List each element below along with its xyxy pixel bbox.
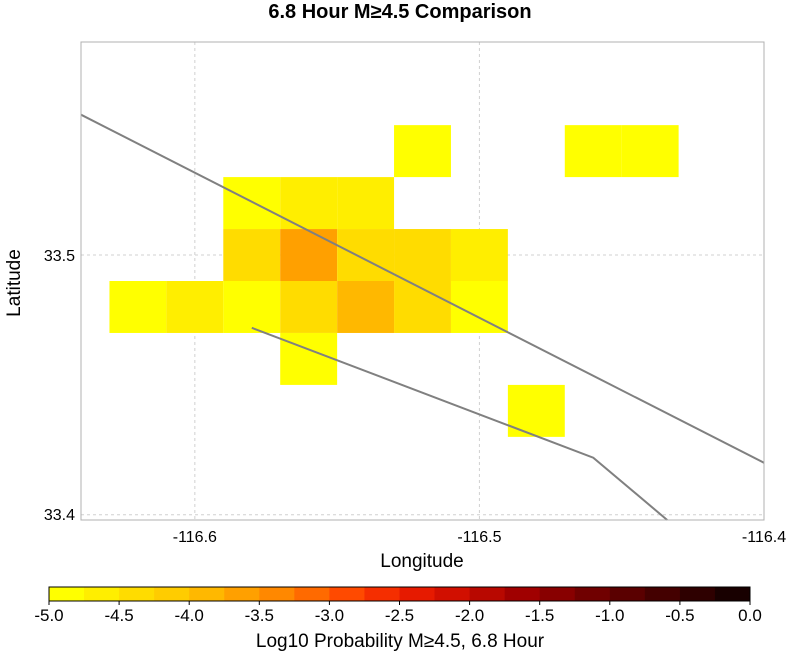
colorbar-swatch bbox=[644, 587, 681, 601]
heatmap-cells bbox=[109, 125, 679, 437]
heatmap-cell bbox=[621, 125, 679, 178]
y-tick-label: 33.5 bbox=[44, 248, 75, 265]
heatmap-cell bbox=[280, 281, 338, 333]
heatmap-cell bbox=[223, 177, 281, 230]
heatmap-cell bbox=[166, 281, 224, 333]
y-tick-label: 33.4 bbox=[44, 507, 75, 524]
heatmap-cell bbox=[337, 177, 395, 230]
colorbar-label: Log10 Probability M≥4.5, 6.8 Hour bbox=[256, 631, 545, 652]
x-tick-label: -116.6 bbox=[173, 529, 217, 546]
colorbar-swatch bbox=[329, 587, 365, 601]
colorbar-ticks: -5.0 -4.5 -4.0 -3.5 -3.0 -2.5 -2.0 -1.5 -1.0 -0.5… bbox=[34, 601, 762, 625]
heatmap-cell bbox=[223, 281, 281, 333]
heatmap-cell bbox=[394, 229, 451, 281]
y-tick-labels: 33.5 33.4 bbox=[44, 248, 75, 524]
colorbar-swatch bbox=[504, 587, 541, 601]
colorbar-swatch bbox=[189, 587, 225, 601]
heatmap-cell bbox=[280, 229, 338, 281]
colorbar-swatch bbox=[714, 587, 751, 601]
colorbar-tick-label: -2.5 bbox=[385, 606, 414, 625]
y-axis-label: Latitude bbox=[4, 249, 25, 317]
colorbar-swatch bbox=[119, 587, 155, 601]
colorbar-swatch bbox=[609, 587, 646, 601]
colorbar-tick-label: -1.5 bbox=[525, 606, 554, 625]
colorbar-tick-label: -2.0 bbox=[455, 606, 484, 625]
heatmap-cell bbox=[337, 229, 395, 281]
colorbar-swatch bbox=[154, 587, 190, 601]
fault-line bbox=[251, 326, 668, 521]
plot-area: -116.6 -116.5 -116.4 33.5 33.4 bbox=[44, 41, 786, 546]
heatmap-cell bbox=[564, 125, 622, 178]
colorbar-tick-label: -1.0 bbox=[595, 606, 624, 625]
x-axis-label: Longitude bbox=[380, 551, 463, 572]
fault-lines bbox=[80, 113, 765, 521]
colorbar-swatches bbox=[49, 587, 751, 601]
x-tick-label: -116.4 bbox=[742, 529, 786, 546]
colorbar-swatch bbox=[399, 587, 436, 601]
colorbar-swatch bbox=[84, 587, 120, 601]
x-tick-label: -116.5 bbox=[457, 529, 501, 546]
colorbar-swatch bbox=[574, 587, 611, 601]
colorbar-tick-label: -3.0 bbox=[315, 606, 344, 625]
colorbar-tick-label: -0.5 bbox=[665, 606, 694, 625]
colorbar-swatch bbox=[434, 587, 471, 601]
heatmap-cell bbox=[109, 281, 167, 333]
heatmap-cell bbox=[337, 281, 395, 333]
colorbar-tick-label: -4.0 bbox=[175, 606, 204, 625]
colorbar-tick-label: 0.0 bbox=[738, 606, 762, 625]
colorbar-swatch bbox=[364, 587, 400, 601]
colorbar-tick-label: -5.0 bbox=[34, 606, 63, 625]
x-tick-labels: -116.6 -116.5 -116.4 bbox=[173, 529, 786, 546]
colorbar-swatch bbox=[49, 587, 85, 601]
plot-border bbox=[80, 41, 765, 521]
chart-title: 6.8 Hour M≥4.5 Comparison bbox=[268, 1, 531, 23]
colorbar-swatch bbox=[469, 587, 506, 601]
colorbar-swatch bbox=[539, 587, 576, 601]
fault-line bbox=[80, 113, 765, 464]
heatmap-cell bbox=[394, 125, 451, 178]
colorbar-swatch bbox=[294, 587, 330, 601]
colorbar-swatch bbox=[259, 587, 295, 601]
heatmap-cell bbox=[223, 229, 281, 281]
colorbar-swatch bbox=[224, 587, 260, 601]
heatmap-cell bbox=[450, 229, 508, 281]
heatmap-cell bbox=[280, 332, 338, 385]
colorbar-tick-label: -4.5 bbox=[104, 606, 133, 625]
colorbar-swatch bbox=[679, 587, 716, 601]
colorbar-tick-label: -3.5 bbox=[245, 606, 274, 625]
colorbar: -5.0 -4.5 -4.0 -3.5 -3.0 -2.5 -2.0 -1.5 -1.0 -0.5… bbox=[34, 586, 762, 652]
